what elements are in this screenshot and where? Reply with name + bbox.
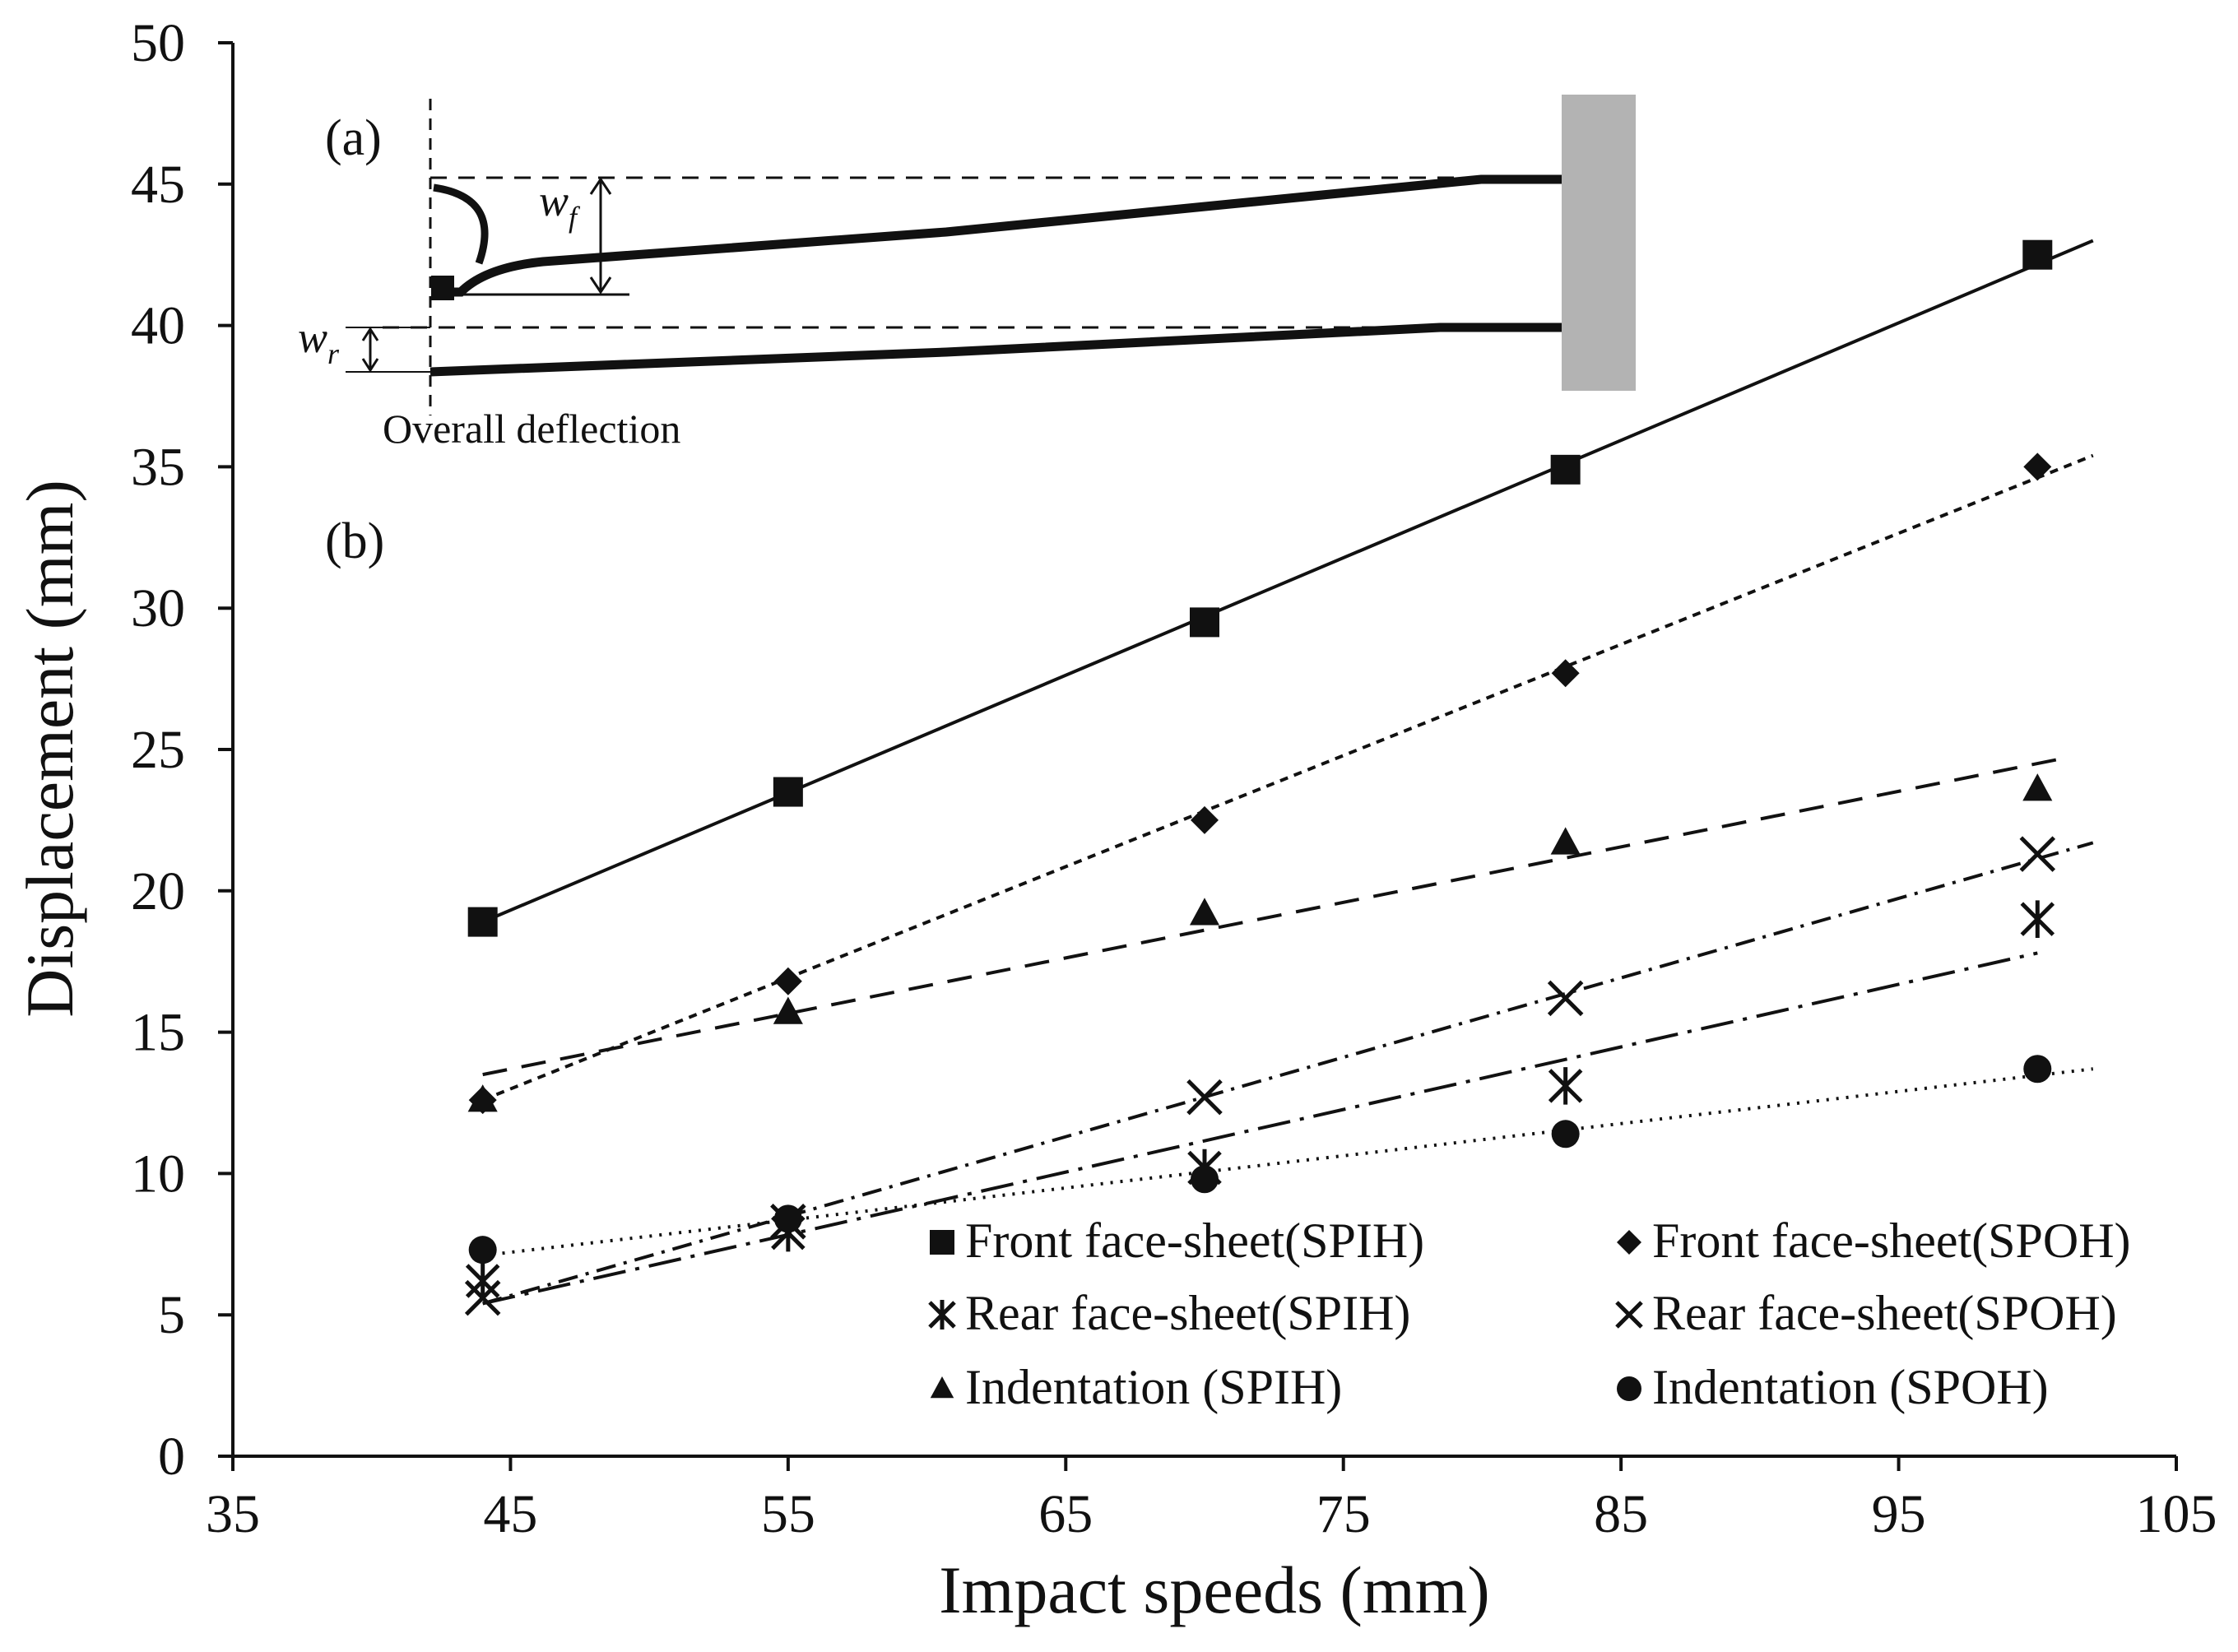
x-tick-label: 65 (1038, 1484, 1093, 1544)
point-rear-face-sheet-spih (2020, 900, 2055, 938)
point-front-face-sheet-spih (1190, 607, 1219, 638)
point-front-face-sheet-spoh (1191, 805, 1219, 834)
legend-label: Rear face-sheet(SPIH) (965, 1286, 1410, 1340)
y-tick-label: 35 (131, 437, 185, 497)
front-sheet-tip (431, 276, 454, 300)
legend-label: Front face-sheet(SPIH) (965, 1213, 1424, 1268)
point-rear-face-sheet-spih (1548, 1067, 1583, 1105)
wr-arrow-top (361, 327, 379, 341)
wf-arrow-top (589, 177, 612, 195)
y-tick-label: 45 (131, 155, 185, 215)
legend-label: Front face-sheet(SPOH) (1652, 1213, 2131, 1268)
wf-label-main: w (539, 176, 569, 225)
point-indentation-spih (467, 1084, 498, 1112)
x-tick-label: 95 (1872, 1484, 1926, 1544)
point-indentation-spoh (1551, 1120, 1580, 1149)
legend-marker (1615, 1301, 1643, 1329)
point-indentation-spoh (2023, 1055, 2052, 1084)
wr-label-main: w (298, 313, 327, 362)
wf-label: wf (539, 176, 581, 234)
legend-marker (930, 1376, 954, 1399)
x-axis-title: Impact speeds (mm) (939, 1552, 1489, 1627)
trendline-indentation-spih (482, 756, 2066, 1077)
inset-caption: Overall deflection (383, 406, 680, 452)
point-indentation-spoh (773, 1204, 802, 1233)
y-tick-label: 30 (131, 578, 185, 638)
data-markers (464, 239, 2056, 1316)
point-rear-face-sheet-spih (465, 1262, 500, 1300)
point-indentation-spoh (1191, 1165, 1219, 1194)
point-front-face-sheet-spoh (1551, 659, 1580, 688)
x-tick-label: 105 (2136, 1484, 2217, 1544)
x-tick-label: 75 (1316, 1484, 1371, 1544)
point-rear-face-sheet-spoh (1547, 980, 1584, 1017)
wr-label-subscript: r (327, 337, 340, 370)
trendline-front-face-sheet-spoh (481, 453, 2094, 1102)
trendline-indentation-spoh (482, 1067, 2094, 1258)
legend: Front face-sheet(SPIH) Front face-sheet(S… (928, 1213, 2131, 1414)
legend-label: Indentation (SPOH) (1652, 1360, 2049, 1414)
point-rear-face-sheet-spoh (2019, 836, 2056, 872)
y-tick-label: 50 (131, 13, 185, 73)
x-ticks: 35 45 55 65 75 85 95 105 (206, 1456, 2217, 1544)
point-indentation-spih (1189, 898, 1220, 926)
legend-marker (930, 1230, 954, 1255)
legend-marker (1617, 1376, 1641, 1401)
y-tick-label: 10 (131, 1144, 185, 1204)
point-front-face-sheet-spoh (773, 967, 802, 995)
wr-label: wr (298, 313, 340, 370)
x-tick-label: 35 (206, 1484, 260, 1544)
point-indentation-spoh (468, 1236, 497, 1265)
legend-marker (1617, 1230, 1641, 1255)
point-indentation-spih (1550, 827, 1581, 855)
y-tick-label: 0 (158, 1427, 185, 1487)
front-sheet-indent (433, 183, 489, 265)
legend-marker (928, 1300, 956, 1329)
wr-arrow-bottom (361, 358, 379, 373)
trendline-rear-face-sheet-spoh (482, 841, 2094, 1306)
panel-b-label: (b) (325, 513, 384, 569)
y-tick-label: 15 (131, 1003, 185, 1063)
x-tick-label: 55 (761, 1484, 815, 1544)
legend-label: Indentation (SPIH) (965, 1360, 1342, 1414)
wf-arrow-bottom (589, 276, 612, 295)
y-ticks: 0 5 10 15 20 25 30 35 40 45 50 (131, 13, 233, 1487)
trendline-rear-face-sheet-spih (482, 951, 2038, 1306)
legend-label: Rear face-sheet(SPOH) (1652, 1286, 2117, 1340)
wf-label-subscript: f (569, 201, 581, 234)
point-rear-face-sheet-spoh (1186, 1079, 1223, 1116)
point-indentation-spih (773, 996, 803, 1024)
point-front-face-sheet-spih (1550, 454, 1581, 485)
y-tick-label: 5 (158, 1285, 185, 1345)
y-axis-title: Displacement (mm) (12, 480, 87, 1018)
panel-a-label: (a) (325, 110, 382, 166)
inset-diagram-a: (a) wf wr Overall deflection (298, 95, 1636, 452)
point-front-face-sheet-spih (2022, 239, 2053, 270)
y-tick-label: 40 (131, 296, 185, 356)
trendlines (481, 239, 2094, 1306)
point-front-face-sheet-spih (467, 907, 498, 937)
point-indentation-spih (2022, 773, 2053, 801)
x-tick-label: 85 (1594, 1484, 1648, 1544)
support-block (1562, 95, 1636, 391)
y-tick-label: 25 (131, 720, 185, 780)
front-sheet-curve (434, 174, 1562, 297)
point-front-face-sheet-spih (773, 777, 803, 807)
rear-sheet-curve (429, 323, 1562, 377)
trendline-front-face-sheet-spih (481, 239, 2094, 924)
point-rear-face-sheet-spoh (464, 1279, 501, 1316)
point-front-face-sheet-spoh (2023, 452, 2052, 481)
x-tick-label: 45 (483, 1484, 537, 1544)
y-tick-label: 20 (131, 861, 185, 921)
